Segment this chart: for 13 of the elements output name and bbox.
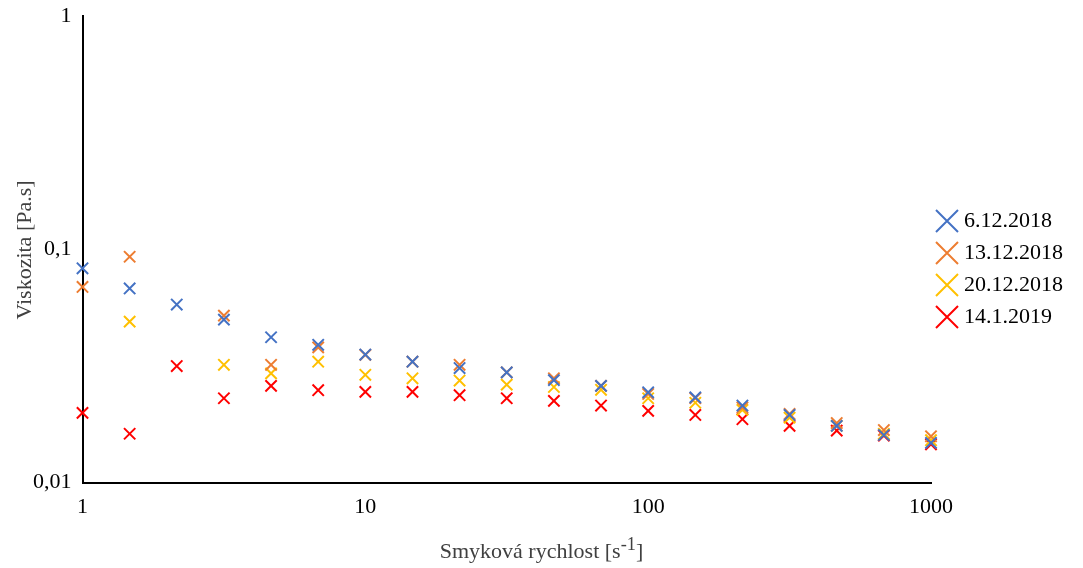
x-tick-label: 1000 xyxy=(909,492,953,518)
legend-label: 6.12.2018 xyxy=(964,206,1052,232)
y-tick-label: 0,1 xyxy=(44,235,72,261)
legend-label: 20.12.2018 xyxy=(964,270,1063,296)
y-tick-label: 1 xyxy=(60,1,72,27)
y-tick-label: 0,01 xyxy=(33,468,72,494)
legend-label: 14.1.2019 xyxy=(964,302,1052,328)
x-tick-label: 1 xyxy=(77,492,88,518)
x-axis-title: Smyková rychlost [s$^{-1}$] xyxy=(438,534,645,565)
x-tick-label: 10 xyxy=(354,492,377,518)
legend-label: 13.12.2018 xyxy=(964,238,1063,264)
x-tick-label: 100 xyxy=(631,492,665,518)
y-axis-title: Viskozita [Pa.s] xyxy=(11,180,37,320)
